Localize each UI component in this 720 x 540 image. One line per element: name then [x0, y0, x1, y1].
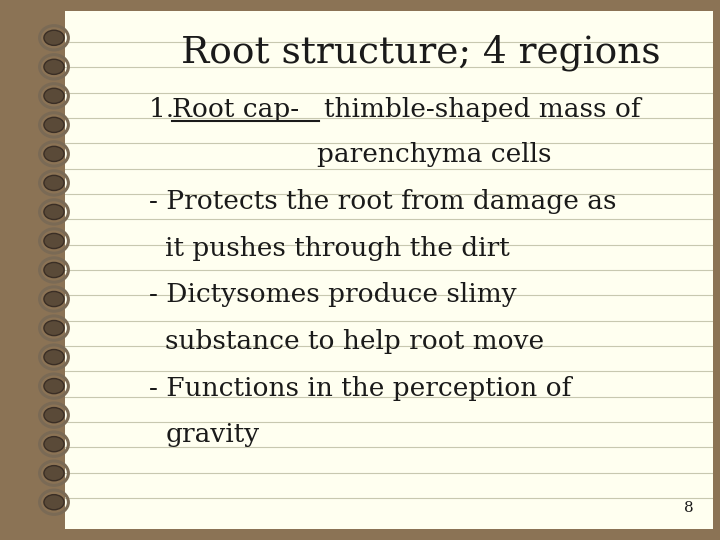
- Circle shape: [44, 176, 64, 191]
- Text: gravity: gravity: [166, 422, 259, 447]
- Circle shape: [44, 379, 64, 394]
- Circle shape: [44, 205, 64, 220]
- Circle shape: [44, 30, 64, 45]
- Circle shape: [44, 88, 64, 104]
- Circle shape: [44, 59, 64, 75]
- Circle shape: [44, 436, 64, 451]
- Circle shape: [44, 495, 64, 510]
- Circle shape: [44, 465, 64, 481]
- Text: 8: 8: [684, 502, 693, 516]
- Text: it pushes through the dirt: it pushes through the dirt: [166, 236, 510, 261]
- Circle shape: [44, 146, 64, 161]
- Text: - Functions in the perception of: - Functions in the perception of: [149, 376, 572, 401]
- Text: parenchyma cells: parenchyma cells: [317, 142, 552, 167]
- Circle shape: [44, 320, 64, 335]
- Circle shape: [44, 117, 64, 132]
- Circle shape: [44, 292, 64, 307]
- Text: substance to help root move: substance to help root move: [166, 329, 544, 354]
- Circle shape: [44, 408, 64, 423]
- Text: - Dictysomes produce slimy: - Dictysomes produce slimy: [149, 282, 517, 307]
- Text: Root cap-: Root cap-: [172, 97, 299, 122]
- Circle shape: [44, 262, 64, 278]
- Circle shape: [44, 233, 64, 248]
- Text: 1.: 1.: [149, 97, 183, 122]
- Text: Root structure; 4 regions: Root structure; 4 regions: [181, 34, 661, 71]
- Text: - Protects the root from damage as: - Protects the root from damage as: [149, 189, 616, 214]
- Circle shape: [44, 349, 64, 364]
- Text: thimble-shaped mass of: thimble-shaped mass of: [324, 97, 641, 122]
